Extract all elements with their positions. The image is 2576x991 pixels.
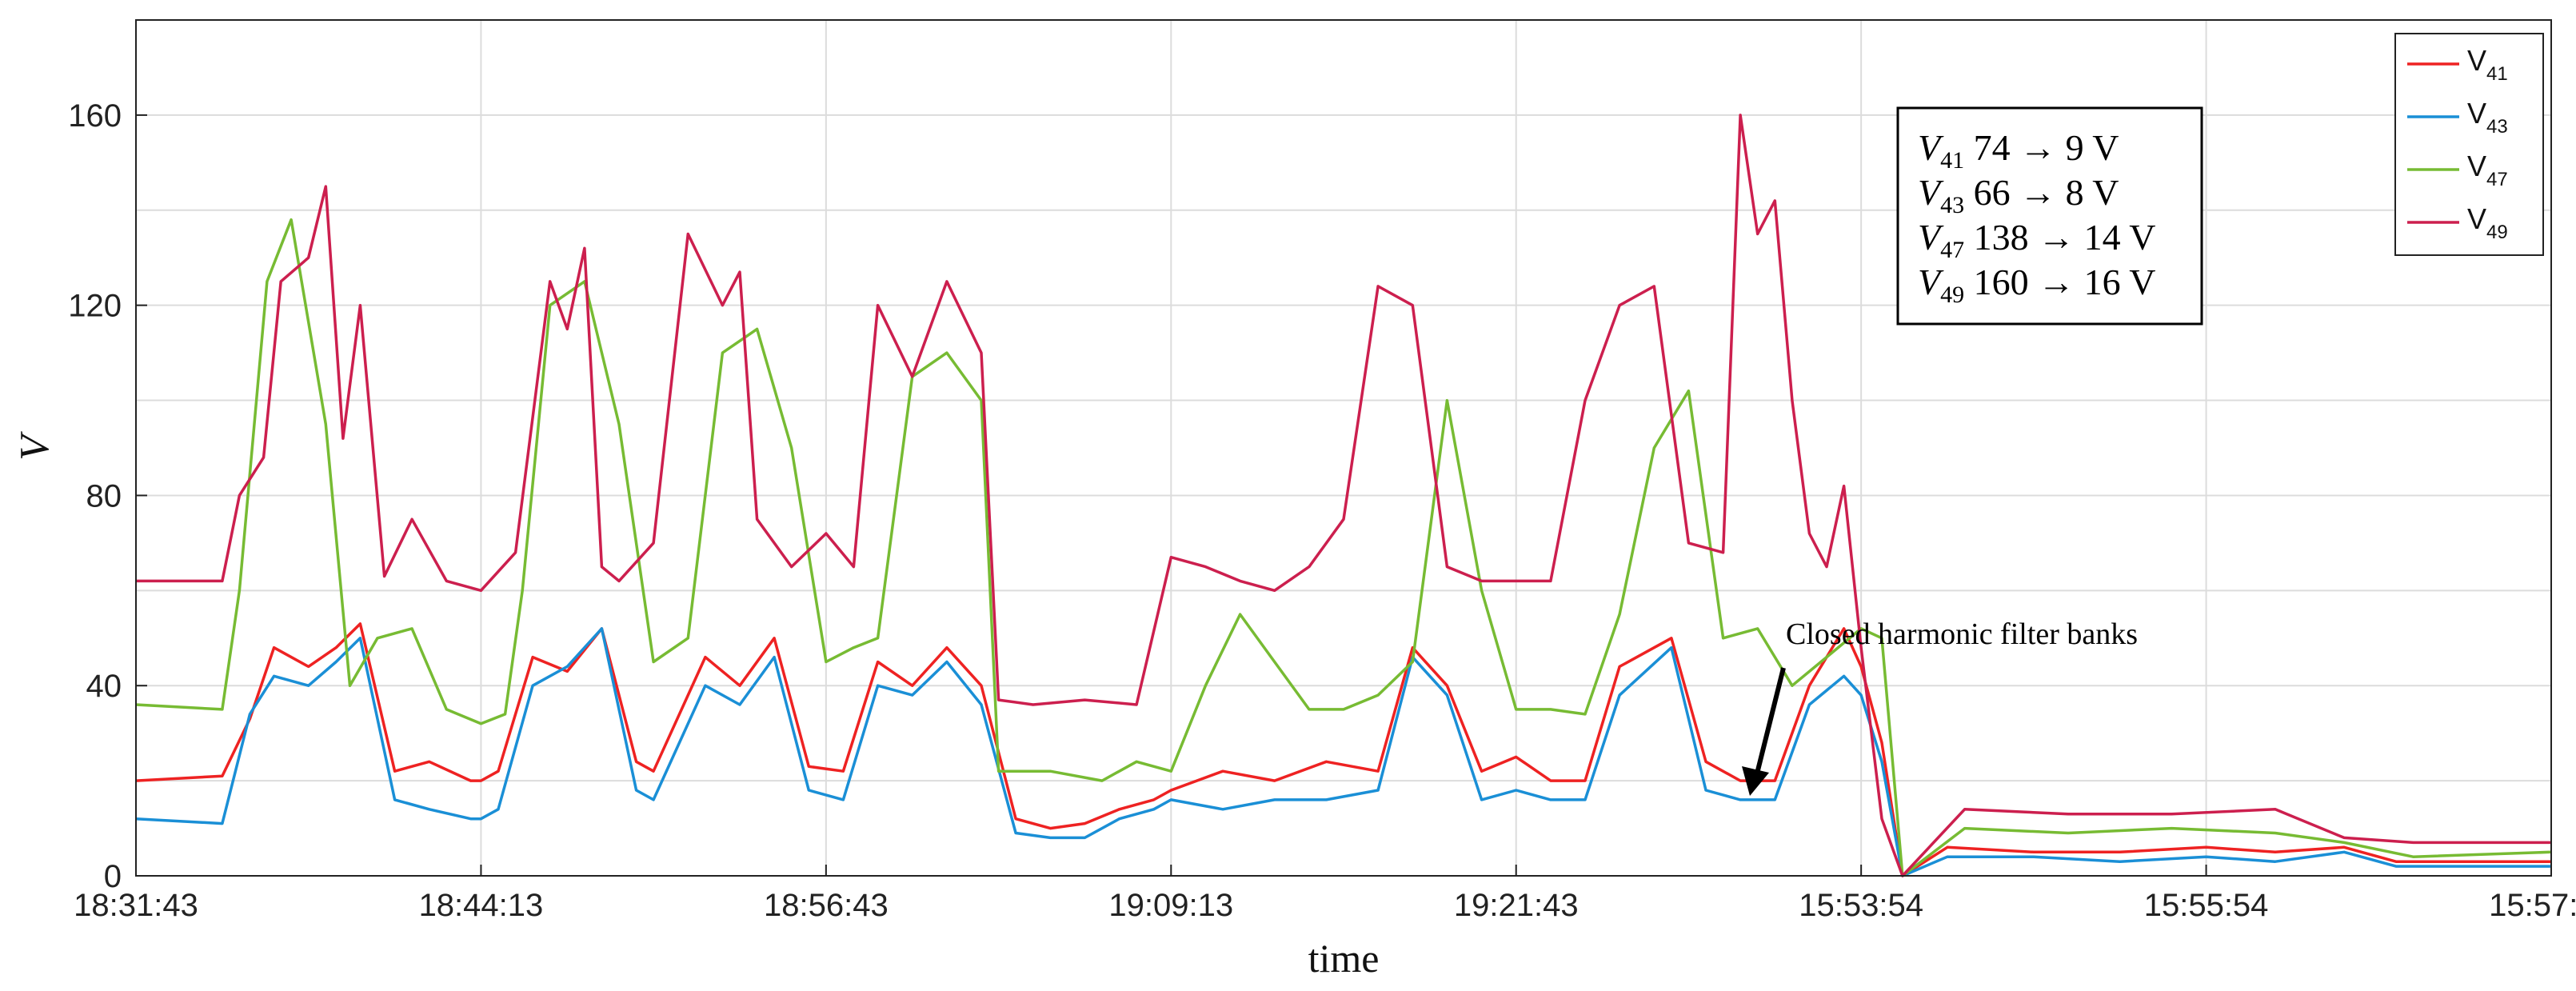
annotation-text: Closed harmonic filter banks [1786,617,2138,651]
legend-label: V41 [2467,44,2508,85]
series-line-v47 [135,218,2552,877]
y-axis-label: V [12,431,58,461]
x-tick-label: 19:09:13 [1108,888,1233,923]
series-layer [135,114,2552,877]
y-tick-label: 160 [68,98,122,134]
legend-label: V49 [2467,202,2508,243]
x-axis-label: time [1308,936,1380,981]
x-tick-label: 18:56:43 [764,888,889,923]
x-tick-label: 18:44:13 [419,888,544,923]
x-axis-ticks: 18:31:43 18:44:13 18:56:43 19:09:13 19:21:43… [74,865,2576,923]
x-tick-label: 15:55:54 [2144,888,2269,923]
info-box-line: V49 160 → 16 V [1918,262,2156,308]
legend: V41 V43 V47 V49 [2394,33,2544,256]
x-tick-label: 18:31:43 [74,888,198,923]
series-line-v49 [136,114,2551,877]
legend-label: V43 [2467,97,2508,138]
y-tick-label: 0 [104,859,122,894]
x-tick-label: 15:53:54 [1799,888,1923,923]
series-line-v41 [135,622,2551,877]
info-box-frame [1896,106,2203,326]
annotation-arrow-head [1742,766,1769,796]
annotation: Closed harmonic filter banks [1742,617,2138,796]
y-tick-label: 40 [86,669,122,704]
info-box-line: V41 74 → 9 V [1918,127,2119,174]
y-axis-ticks: 0 40 80 120 160 [68,98,147,894]
legend-box [2394,33,2544,256]
legend-label: V47 [2467,150,2508,190]
x-tick-label: 15:57:54 [2489,888,2576,923]
y-tick-label: 120 [68,289,122,324]
info-box-line: V47 138 → 14 V [1918,217,2156,263]
series-line-v43 [135,627,2551,877]
x-tick-label: 19:21:43 [1454,888,1579,923]
annotation-arrow-shaft [1753,667,1786,781]
plot-frame [135,19,2552,877]
y-tick-label: 80 [86,478,122,513]
info-box-line: V43 66 → 8 V [1918,172,2119,218]
